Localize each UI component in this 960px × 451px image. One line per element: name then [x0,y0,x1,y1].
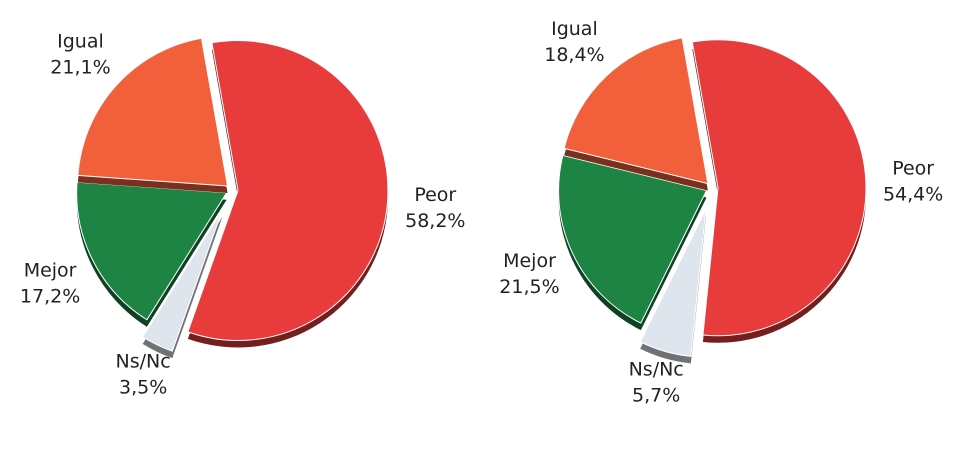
slice [187,40,389,341]
value-label: 58,2% [405,209,465,231]
slice-label: Peor 54,4% [883,157,943,205]
value-label: 3,5% [119,376,167,398]
slice-label: Mejor 17,2% [20,259,80,307]
category-label: Igual [551,18,598,40]
value-label: 5,7% [632,384,680,406]
slice-label: Ns/Nc 5,7% [629,358,684,406]
value-label: 21,5% [499,275,559,297]
slice [76,181,228,321]
value-label: 18,4% [544,44,604,66]
category-label: Ns/Nc [629,358,684,380]
value-label: 17,2% [20,285,80,307]
pie [558,37,867,364]
slice-label: Igual 21,1% [50,30,110,78]
slice [639,208,707,357]
slice [141,209,223,352]
category-label: Ns/Nc [116,350,171,372]
slice-label: Ns/Nc 3,5% [116,350,171,398]
category-label: Peor [414,183,456,205]
slice-label: Peor 58,2% [405,183,465,231]
category-label: Mejor [503,249,556,271]
value-label: 21,1% [50,56,110,78]
slice [558,154,708,324]
slice-label: Igual 18,4% [544,18,604,66]
pie [76,37,389,359]
slice [691,39,867,337]
category-label: Peor [892,157,934,179]
slice-label: Mejor 21,5% [499,249,559,297]
category-label: Igual [57,30,104,52]
category-label: Mejor [24,259,77,281]
value-label: 54,4% [883,183,943,205]
slice [77,37,229,187]
slice [563,37,709,185]
